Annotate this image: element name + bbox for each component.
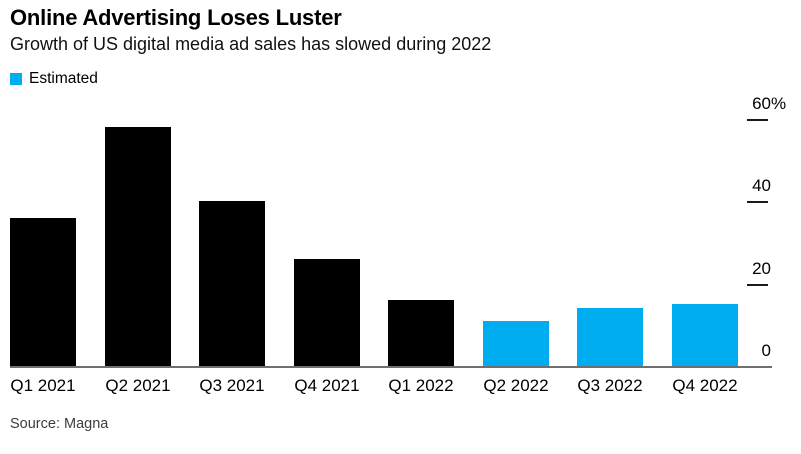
bar-q3-2022 [577,308,643,366]
source-note: Source: Magna [10,416,109,432]
y-axis-unit-suffix: % [771,94,787,113]
estimated-swatch [10,73,22,85]
x-axis-label-q1-2021: Q1 2021 [10,376,76,395]
y-axis-tick-mark-20 [747,284,768,286]
chart-subtitle: Growth of US digital media ad sales has … [10,34,492,54]
bar-q1-2021 [10,218,76,366]
legend: Estimated [10,70,98,88]
legend-label: Estimated [29,70,98,87]
y-axis-tick-mark-60 [747,119,768,121]
y-axis-label-60: 60% [752,94,787,113]
y-axis-label-20: 20 [752,259,771,278]
y-axis-label-0: 0 [761,341,771,360]
bar-q4-2022 [672,304,738,366]
bar-q4-2021 [294,259,360,366]
x-axis-label-q4-2022: Q4 2022 [672,376,738,395]
x-axis-label-q4-2021: Q4 2021 [294,376,360,395]
bar-q1-2022 [388,300,454,366]
y-axis-label-40: 40 [752,176,771,195]
y-axis-tick-mark-40 [747,201,768,203]
bar-q2-2021 [105,127,171,366]
x-axis-label-q2-2021: Q2 2021 [105,376,171,395]
x-axis-label-q1-2022: Q1 2022 [388,376,454,395]
chart-title: Online Advertising Loses Luster [10,5,342,30]
bar-q3-2021 [199,201,265,366]
x-axis-label-q3-2022: Q3 2022 [577,376,643,395]
x-axis-line [10,366,772,368]
x-axis-label-q3-2021: Q3 2021 [199,376,265,395]
bar-q2-2022 [483,321,549,366]
x-axis-label-q2-2022: Q2 2022 [483,376,549,395]
